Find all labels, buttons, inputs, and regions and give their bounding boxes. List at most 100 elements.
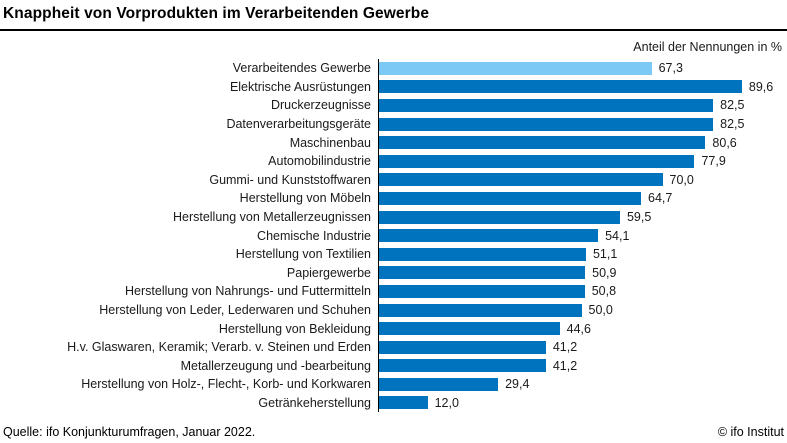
chart-row: Papiergewerbe 50,9: [0, 263, 787, 283]
value-label: 50,0: [588, 303, 613, 318]
bar: [379, 98, 714, 112]
bar-cell: 70,0: [378, 170, 787, 190]
bar-cell: 29,4: [378, 375, 787, 394]
category-label: Getränkeherstellung: [258, 395, 371, 410]
bar: [379, 173, 663, 187]
chart-row: Gummi- und Kunststoffwaren 70,0: [0, 170, 787, 190]
category-label: Herstellung von Nahrungs- und Futtermitt…: [125, 284, 371, 299]
bar: [379, 191, 642, 205]
bar: [379, 322, 560, 336]
value-axis-label: Anteil der Nennungen in %: [633, 40, 782, 54]
bar: [379, 247, 586, 261]
bar: [379, 377, 499, 391]
bar-cell: 67,3: [378, 59, 787, 78]
chart-row: Herstellung von Holz-, Flecht-, Korb- un…: [0, 375, 787, 394]
copyright-note: © ifo Institut: [717, 425, 784, 439]
bar-cell: 77,9: [378, 151, 787, 171]
value-label: 89,6: [748, 79, 774, 94]
bar-cell: 44,6: [378, 319, 787, 338]
category-label: Herstellung von Leder, Lederwaren und Sc…: [99, 303, 371, 318]
bar: [379, 396, 428, 410]
bar: [379, 266, 586, 280]
value-label: 80,6: [712, 135, 737, 150]
bar-cell: 59,5: [378, 207, 787, 227]
bar: [379, 136, 706, 150]
value-label: 82,5: [720, 98, 745, 113]
chart-row: Druckerzeugnisse 82,5: [0, 96, 787, 115]
bar: [379, 154, 695, 168]
value-label: 64,7: [648, 191, 673, 206]
category-label: Herstellung von Textilien: [235, 247, 371, 262]
category-label: Verarbeitendes Gewerbe: [232, 61, 371, 76]
header: Knappheit von Vorprodukten im Verarbeite…: [0, 0, 787, 31]
bar: [379, 117, 714, 131]
value-label: 41,2: [552, 358, 578, 373]
category-label: Druckerzeugnisse: [270, 98, 371, 113]
chart-row: Chemische Industrie 54,1: [0, 226, 787, 245]
chart-row: Herstellung von Nahrungs- und Futtermitt…: [0, 282, 787, 301]
chart-row: Herstellung von Möbeln 64,7: [0, 189, 787, 208]
bar: [379, 61, 652, 75]
value-label: 12,0: [434, 395, 459, 410]
bar-chart: Verarbeitendes Gewerbe 67,3 Elektrische Au…: [0, 59, 787, 413]
value-label: 82,5: [720, 117, 745, 132]
bar-cell: 80,6: [378, 133, 787, 152]
category-label: Datenverarbeitungsgeräte: [226, 117, 371, 132]
chart-row: H.v. Glaswaren, Keramik; Verarb. v. Stei…: [0, 337, 787, 357]
bar-cell: 50,9: [378, 263, 787, 283]
bar: [379, 359, 546, 373]
category-label: Herstellung von Metallerzeugnissen: [172, 210, 371, 225]
bar: [379, 229, 599, 243]
chart-row: Herstellung von Metallerzeugnissen 59,5: [0, 207, 787, 227]
category-label: Herstellung von Holz-, Flecht-, Korb- un…: [81, 377, 371, 392]
chart-rows: Verarbeitendes Gewerbe 67,3 Elektrische Au…: [0, 59, 787, 413]
value-label: 54,1: [605, 228, 630, 243]
chart-row: Herstellung von Bekleidung 44,6: [0, 319, 787, 338]
bar-cell: 41,2: [378, 337, 787, 357]
value-label: 59,5: [626, 210, 652, 225]
category-label: Herstellung von Bekleidung: [218, 321, 371, 336]
category-label: Automobilindustrie: [268, 154, 371, 169]
bar-cell: 82,5: [378, 114, 787, 134]
chart-row: Getränkeherstellung 12,0: [0, 393, 787, 413]
chart-row: Elektrische Ausrüstungen 89,6: [0, 77, 787, 97]
bar: [379, 284, 585, 298]
value-label: 50,9: [592, 265, 617, 280]
category-label: Papiergewerbe: [286, 265, 371, 280]
bar-cell: 54,1: [378, 226, 787, 245]
category-label: Elektrische Ausrüstungen: [229, 79, 371, 94]
category-label: Chemische Industrie: [257, 228, 371, 243]
footer: Quelle: ifo Konjunkturumfragen, Januar 2…: [0, 425, 787, 443]
value-label: 51,1: [592, 247, 618, 262]
bar-cell: 50,0: [378, 300, 787, 320]
category-label: Metallerzeugung und -bearbeitung: [180, 358, 371, 373]
chart-row: Verarbeitendes Gewerbe 67,3: [0, 59, 787, 78]
value-label: 41,2: [552, 340, 578, 355]
chart-row: Automobilindustrie 77,9: [0, 151, 787, 171]
chart-title: Knappheit von Vorprodukten im Verarbeite…: [3, 5, 430, 22]
value-label: 77,9: [701, 154, 726, 169]
category-label: Gummi- und Kunststoffwaren: [209, 172, 371, 187]
chart-row: Herstellung von Textilien 51,1: [0, 244, 787, 264]
bar-cell: 64,7: [378, 189, 787, 208]
bar-cell: 89,6: [378, 77, 787, 97]
bar-cell: 41,2: [378, 356, 787, 376]
bar-cell: 51,1: [378, 244, 787, 264]
category-label: H.v. Glaswaren, Keramik; Verarb. v. Stei…: [67, 340, 371, 355]
source-note: Quelle: ifo Konjunkturumfragen, Januar 2…: [3, 425, 256, 439]
bar: [379, 303, 582, 317]
value-label: 70,0: [669, 172, 694, 187]
chart-row: Metallerzeugung und -bearbeitung 41,2: [0, 356, 787, 376]
chart-row: Herstellung von Leder, Lederwaren und Sc…: [0, 300, 787, 320]
chart-row: Maschinenbau 80,6: [0, 133, 787, 152]
category-label: Maschinenbau: [289, 135, 371, 150]
bar-cell: 12,0: [378, 393, 787, 413]
value-label: 44,6: [566, 321, 591, 336]
bar: [379, 80, 742, 94]
bar-cell: 82,5: [378, 96, 787, 115]
bar: [379, 210, 620, 224]
value-label: 29,4: [505, 377, 530, 392]
bar: [379, 340, 546, 354]
value-label: 67,3: [658, 61, 683, 76]
